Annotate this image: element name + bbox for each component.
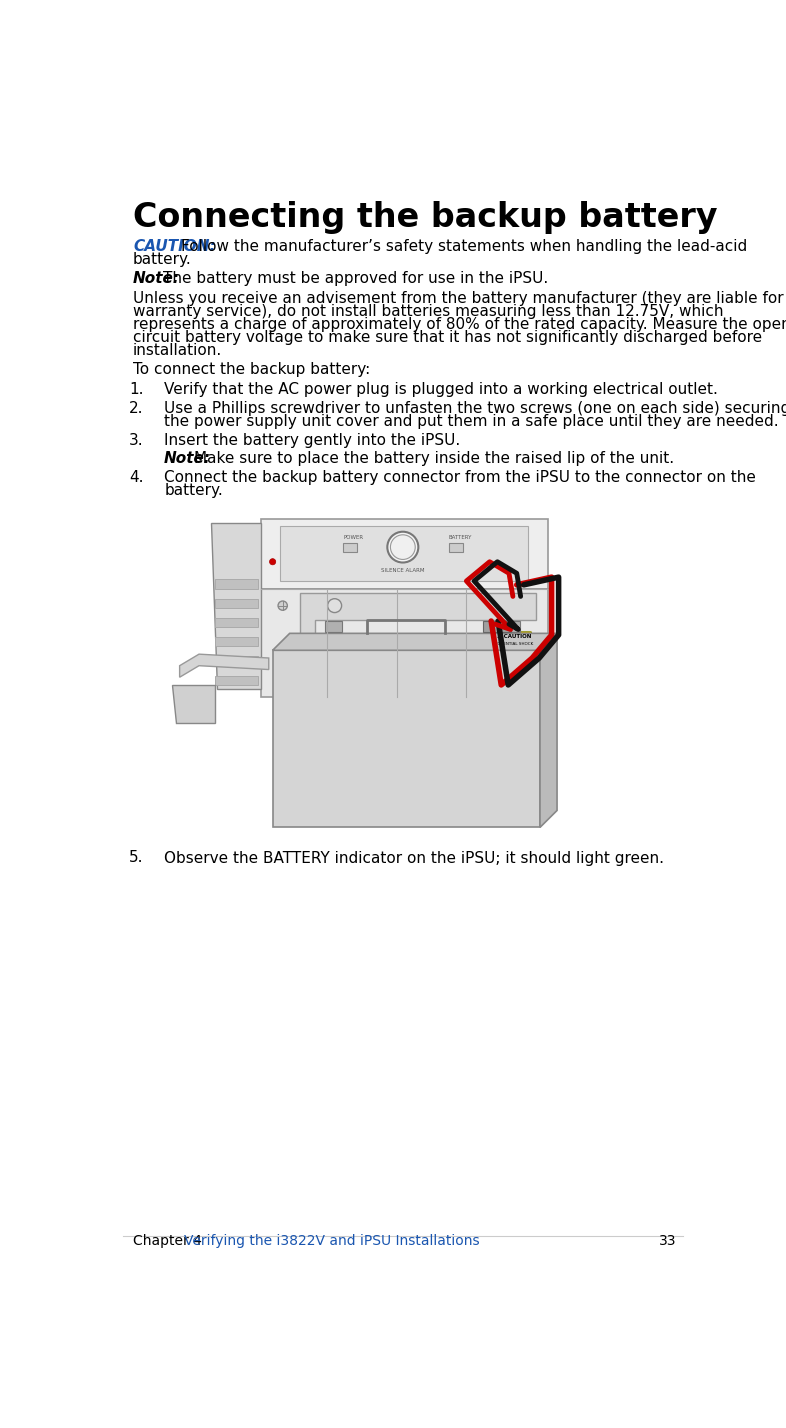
Circle shape [278,601,288,610]
Text: Unless you receive an advisement from the battery manufacturer (they are liable : Unless you receive an advisement from th… [133,291,784,306]
Text: 4.: 4. [129,470,144,486]
Text: The battery must be approved for use in the iPSU.: The battery must be approved for use in … [163,271,548,287]
Text: Note:: Note: [133,271,180,287]
Polygon shape [215,580,258,588]
Text: CAUTION:: CAUTION: [133,238,215,254]
Text: Insert the battery gently into the iPSU.: Insert the battery gently into the iPSU. [164,433,461,448]
Polygon shape [261,520,548,588]
Polygon shape [449,543,462,551]
Polygon shape [540,634,557,827]
Text: ⚠ CAUTION: ⚠ CAUTION [497,634,531,640]
Text: Verifying the i3822V and iPSU Installations: Verifying the i3822V and iPSU Installati… [183,1234,479,1248]
Polygon shape [281,526,528,581]
Text: the power supply unit cover and put them in a safe place until they are needed.: the power supply unit cover and put them… [164,414,779,428]
Text: Follow the manufacturer’s safety statements when handling the lead-acid: Follow the manufacturer’s safety stateme… [182,238,747,254]
Text: 5.: 5. [129,851,144,865]
Text: Make sure to place the battery inside the raised lip of the unit.: Make sure to place the battery inside th… [193,451,674,466]
Polygon shape [215,657,258,665]
Polygon shape [215,675,258,685]
Text: Connecting the backup battery: Connecting the backup battery [133,200,718,234]
Text: represents a charge of approximately of 80% of the rated capacity. Measure the o: represents a charge of approximately of … [133,317,786,331]
Polygon shape [483,621,511,631]
Polygon shape [273,650,540,827]
Text: 33: 33 [659,1234,677,1248]
Text: 1.: 1. [129,381,144,397]
Text: POTENTIAL SHOCK: POTENTIAL SHOCK [495,641,533,645]
Text: SILENCE ALARM: SILENCE ALARM [381,568,424,573]
Text: warranty service), do not install batteries measuring less than 12.75V, which: warranty service), do not install batter… [133,304,724,318]
Text: Note:: Note: [164,451,211,466]
Polygon shape [503,621,520,631]
Polygon shape [261,588,548,697]
Text: 3.: 3. [129,433,144,448]
Text: 2.: 2. [129,401,144,416]
Text: battery.: battery. [133,253,192,267]
Polygon shape [215,598,258,608]
Polygon shape [215,637,258,647]
Circle shape [391,536,415,560]
Circle shape [328,598,342,613]
Text: POWER: POWER [343,536,363,540]
Text: circuit battery voltage to make sure that it has not significantly discharged be: circuit battery voltage to make sure tha… [133,330,762,346]
Circle shape [387,531,418,563]
Polygon shape [299,593,536,685]
Circle shape [512,638,521,647]
Text: To connect the backup battery:: To connect the backup battery: [133,363,370,377]
Polygon shape [325,621,342,631]
Text: BATTERY: BATTERY [449,536,472,540]
Polygon shape [215,618,258,627]
Text: battery.: battery. [164,483,223,498]
Polygon shape [172,685,215,724]
Polygon shape [211,523,261,688]
Polygon shape [273,634,557,650]
Text: Verify that the AC power plug is plugged into a working electrical outlet.: Verify that the AC power plug is plugged… [164,381,718,397]
Polygon shape [180,654,269,677]
FancyBboxPatch shape [493,631,531,663]
Text: Chapter 4: Chapter 4 [133,1234,202,1248]
Polygon shape [343,543,357,551]
Circle shape [270,558,276,565]
Text: Observe the BATTERY indicator on the iPSU; it should light green.: Observe the BATTERY indicator on the iPS… [164,851,664,865]
Text: Use a Phillips screwdriver to unfasten the two screws (one on each side) securin: Use a Phillips screwdriver to unfasten t… [164,401,786,416]
Text: Connect the backup battery connector from the iPSU to the connector on the: Connect the backup battery connector fro… [164,470,756,486]
Text: installation.: installation. [133,343,222,358]
